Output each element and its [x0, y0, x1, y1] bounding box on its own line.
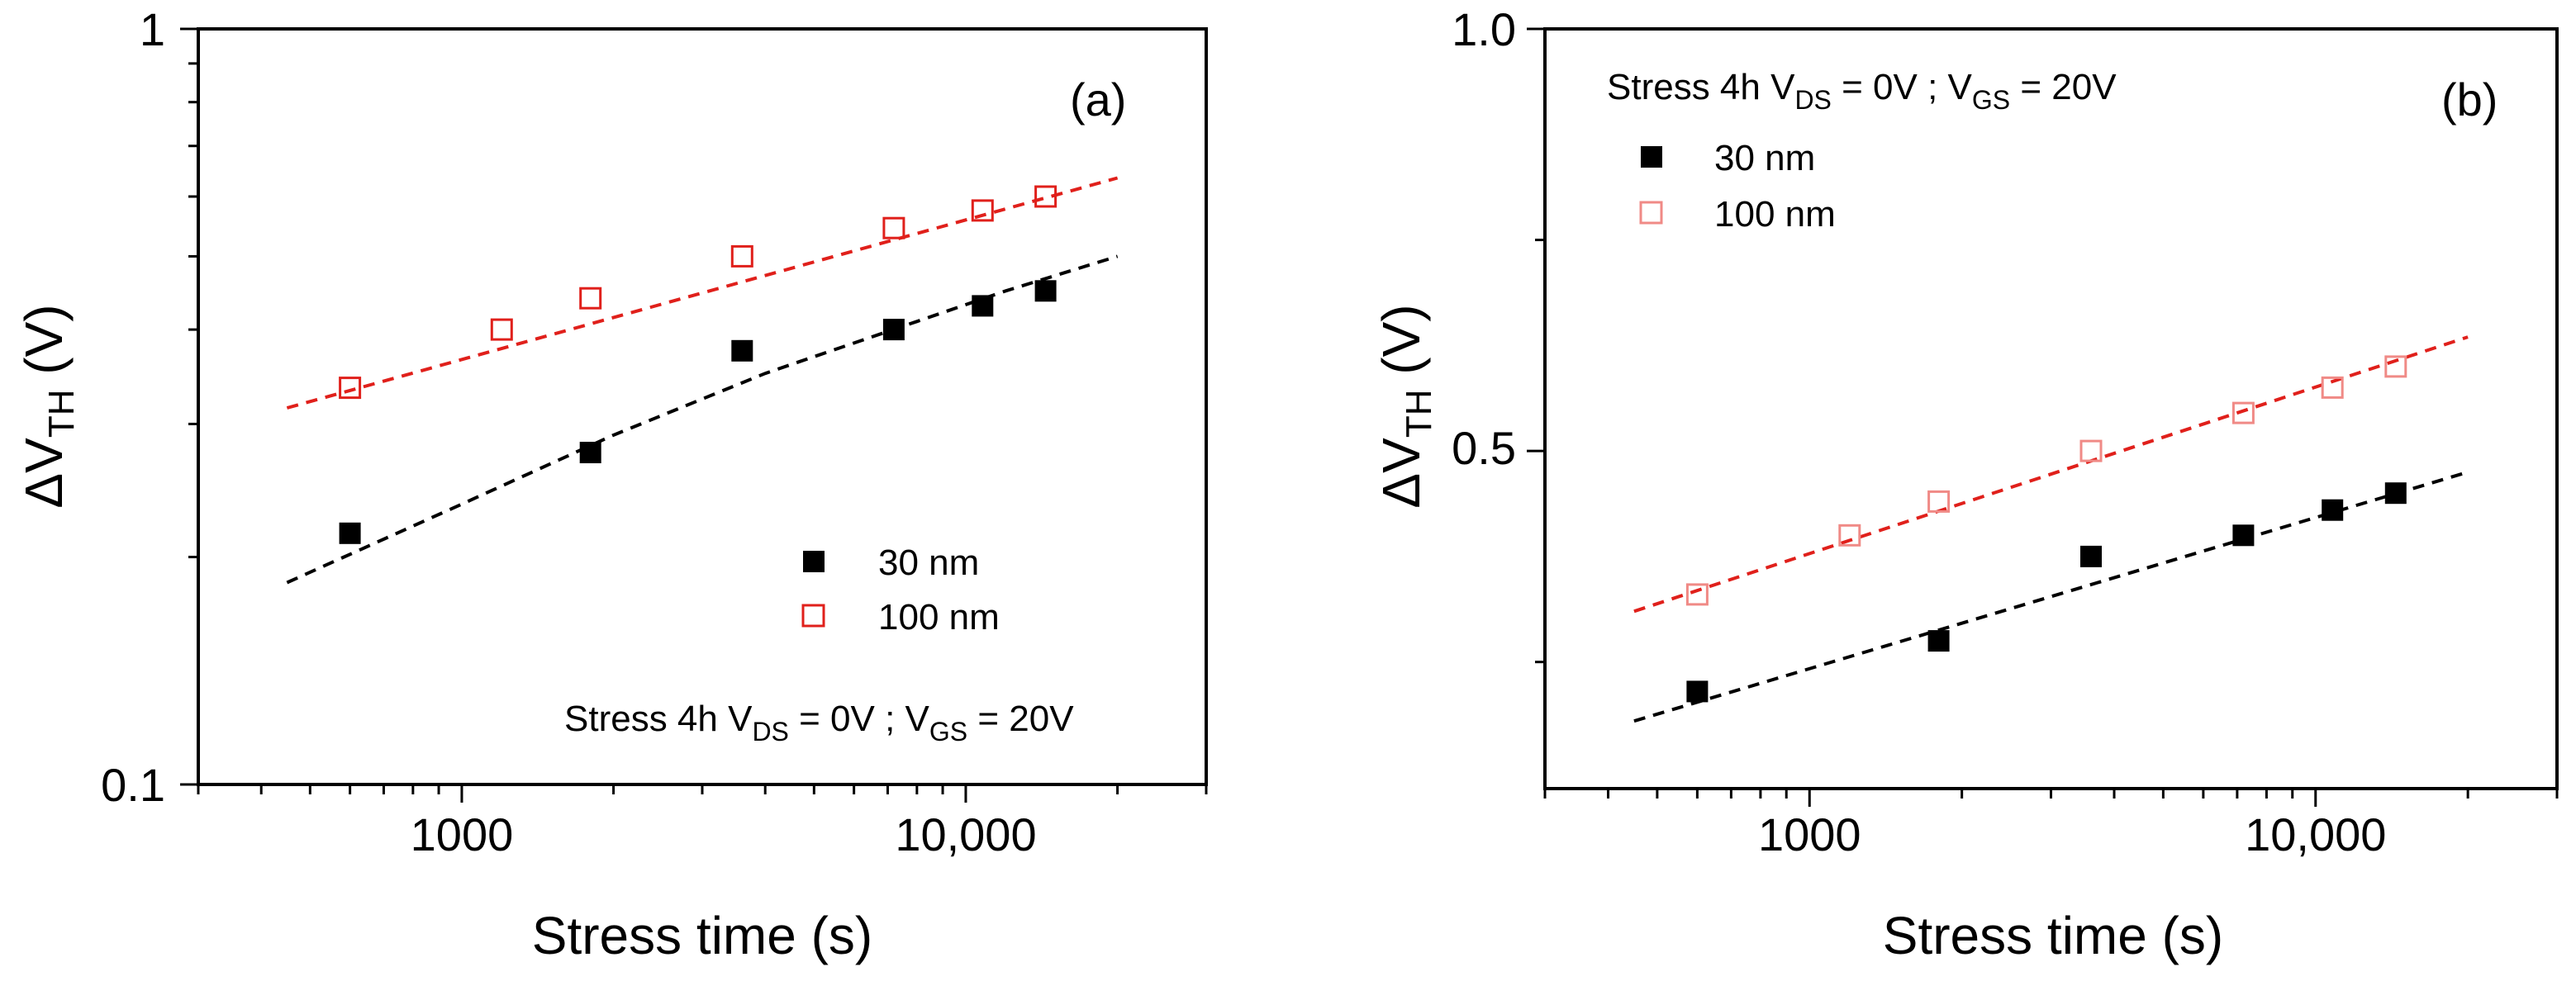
legend-label-30nm-b: 30 nm	[1714, 138, 1815, 178]
legend-marker-100nm-a	[801, 604, 825, 628]
y-title-main-b: ΔV	[1371, 438, 1431, 509]
data-point-100nm-a-0	[339, 377, 362, 400]
x-axis-ticks-b	[1543, 789, 2559, 807]
chart-panel-b: 1.0 0.5 1000 10,000 Stress time (s) ΔVTH…	[1371, 3, 2559, 965]
annotation-suffix-b: = 20V	[2010, 67, 2117, 107]
y-axis-title-a: ΔVTH (V)	[14, 304, 82, 508]
legend-label-100nm-b: 100 nm	[1714, 194, 1836, 235]
data-point-100nm-b-6	[2384, 355, 2407, 378]
legend-marker-100nm-b	[1639, 201, 1663, 225]
data-point-100nm-b-4	[2231, 401, 2255, 424]
panel-label-a: (a)	[1070, 73, 1126, 126]
fit-line-100nm-b	[1633, 335, 2469, 614]
data-point-100nm-a-6	[1034, 185, 1057, 208]
data-point-30nm-b-0	[1686, 680, 1709, 703]
annotation-suffix-a: = 20V	[967, 699, 1074, 739]
data-point-100nm-b-1	[1838, 524, 1861, 547]
data-point-100nm-a-3	[730, 244, 753, 268]
stress-condition-annotation-a: Stress 4h VDS = 0V ; VGS = 20V	[564, 699, 1074, 746]
data-point-100nm-a-2	[579, 287, 602, 310]
fit-line-100nm-a	[286, 176, 1119, 410]
data-point-100nm-a-5	[971, 199, 994, 222]
y-tick-label-0.5-b: 0.5	[1452, 422, 1516, 474]
x-tick-label-10000-b: 10,000	[2245, 808, 2386, 860]
data-point-30nm-b-3	[2232, 524, 2255, 547]
x-tick-label-10000-a: 10,000	[895, 808, 1036, 860]
y-title-unit-a: (V)	[14, 304, 74, 389]
data-points-b	[1685, 355, 2407, 703]
fit-line-30nm-a	[286, 254, 1119, 585]
data-point-30nm-a-2	[731, 339, 753, 362]
x-axis-ticks-a	[197, 784, 1208, 803]
chart-panel-a: 1 0.1 1000 10,000 Stress time (s) ΔVTH (…	[14, 3, 1208, 965]
data-point-100nm-b-5	[2321, 376, 2344, 399]
data-point-30nm-b-4	[2322, 499, 2344, 521]
y-title-unit-b: (V)	[1371, 304, 1431, 389]
data-point-100nm-b-0	[1685, 583, 1709, 606]
legend-label-30nm-a: 30 nm	[878, 543, 979, 583]
fit-lines-a	[286, 176, 1119, 585]
annotation-mid-b: = 0V ; V	[1832, 67, 1973, 107]
legend-marker-30nm-a	[803, 551, 825, 572]
plot-frame-b	[1543, 27, 2559, 790]
stress-condition-annotation-b: Stress 4h VDS = 0V ; VGS = 20V	[1607, 67, 2117, 115]
data-point-30nm-b-1	[1927, 630, 1950, 652]
data-point-30nm-a-0	[339, 522, 361, 544]
x-tick-label-1000-a: 1000	[411, 808, 514, 860]
y-tick-label-1-a: 1	[140, 3, 165, 55]
x-axis-title-b: Stress time (s)	[1883, 906, 2223, 965]
data-point-100nm-b-3	[2079, 439, 2103, 462]
annotation-mid-a: = 0V ; V	[789, 699, 930, 739]
data-point-30nm-a-5	[1034, 280, 1057, 302]
y-tick-label-1.0-b: 1.0	[1452, 3, 1516, 55]
data-points-a	[339, 185, 1057, 544]
y-title-sub-a: TH	[41, 390, 82, 438]
y-axis-title-b: ΔVTH (V)	[1371, 304, 1439, 508]
data-point-30nm-a-1	[579, 442, 601, 463]
x-tick-label-1000-b: 1000	[1758, 808, 1861, 860]
y-axis-ticks-a	[180, 27, 198, 786]
legend-marker-30nm-b	[1641, 146, 1662, 168]
data-point-100nm-a-4	[882, 216, 905, 239]
y-axis-ticks-b	[1527, 27, 1545, 664]
plot-frame-a	[197, 27, 1208, 786]
panel-label-b: (b)	[2441, 73, 2498, 126]
data-point-100nm-a-1	[490, 318, 513, 341]
data-point-30nm-b-2	[2080, 545, 2102, 567]
data-point-30nm-a-4	[972, 295, 994, 317]
annotation-gs-a: GS	[929, 717, 967, 746]
data-point-100nm-b-2	[1927, 490, 1951, 513]
annotation-ds-b: DS	[1794, 85, 1831, 115]
annotation-gs-b: GS	[1972, 85, 2010, 115]
annotation-ds-a: DS	[752, 717, 788, 746]
x-axis-title-a: Stress time (s)	[532, 906, 872, 965]
legend-label-100nm-a: 100 nm	[878, 597, 1000, 637]
data-point-30nm-a-3	[882, 319, 905, 341]
annotation-prefix-b: Stress 4h V	[1607, 67, 1795, 107]
y-tick-label-0.1-a: 0.1	[101, 759, 165, 811]
annotation-prefix-a: Stress 4h V	[564, 699, 753, 739]
data-point-30nm-b-5	[2384, 482, 2407, 505]
y-title-main-a: ΔV	[14, 438, 74, 509]
y-title-sub-b: TH	[1399, 390, 1439, 438]
